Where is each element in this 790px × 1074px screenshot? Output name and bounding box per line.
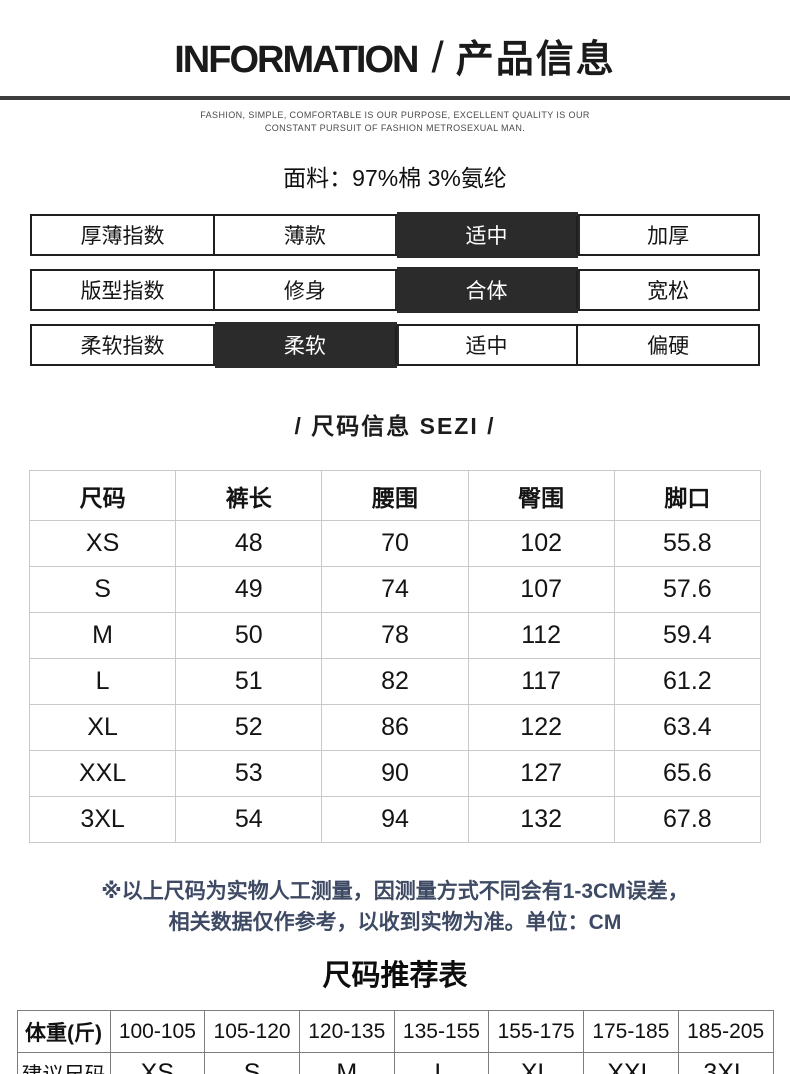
attr-row-label: 厚薄指数 — [32, 216, 215, 254]
page-title: INFORMATION / 产品信息 — [0, 0, 790, 92]
weight-range-cell: 135-155 — [393, 1010, 490, 1053]
recommend-size-row: 建议尺码 XS S M L XL XXL 3XL — [16, 1052, 774, 1074]
title-divider-slash: / — [431, 33, 444, 82]
recommend-weight-row: 体重(斤) 100-105 105-120 120-135 135-155 15… — [16, 1010, 774, 1053]
size-cell: S — [28, 566, 177, 613]
size-cell: 61.2 — [613, 658, 762, 705]
size-cell: 132 — [467, 796, 615, 843]
size-cell: 63.4 — [613, 704, 762, 751]
title-english: INFORMATION — [174, 39, 419, 81]
size-col-header: 裤长 — [175, 470, 323, 521]
size-cell: 122 — [467, 704, 615, 751]
size-table-header-row: 尺码 裤长 腰围 臀围 脚口 — [28, 470, 762, 521]
size-col-header: 腰围 — [321, 470, 469, 521]
size-table-row-s: S 49 74 107 57.6 — [28, 566, 762, 613]
size-cell: L — [28, 658, 177, 705]
size-table-row-3xl: 3XL 54 94 132 67.8 — [28, 796, 762, 843]
attr-option: 适中 — [397, 326, 579, 364]
tagline-line-1: FASHION, SIMPLE, COMFORTABLE IS OUR PURP… — [200, 110, 590, 120]
attribute-index-rows: 厚薄指数 薄款 适中 加厚 版型指数 修身 合体 宽松 柔软指数 柔软 适中 偏… — [30, 214, 760, 366]
attr-option: 薄款 — [215, 216, 397, 254]
tagline-line-2: CONSTANT PURSUIT OF FASHION METROSEXUAL … — [264, 123, 526, 133]
size-table-row-xxl: XXL 53 90 127 65.6 — [28, 750, 762, 797]
weight-range-cell: 100-105 — [109, 1010, 206, 1053]
recommend-weight-label: 体重(斤) — [16, 1010, 111, 1053]
size-col-header: 尺码 — [28, 470, 177, 521]
size-cell: 78 — [321, 612, 469, 659]
weight-range-cell: 175-185 — [583, 1010, 679, 1053]
size-cell: 70 — [321, 520, 469, 567]
attr-option-selected: 柔软 — [215, 326, 397, 364]
size-table-row-xs: XS 48 70 102 55.8 — [28, 520, 762, 567]
size-cell: 65.6 — [613, 750, 762, 797]
recommend-size-cell: XS — [109, 1052, 206, 1074]
attr-option: 宽松 — [647, 280, 690, 303]
attr-row-fit: 版型指数 修身 合体 宽松 — [30, 269, 760, 311]
attr-row-softness: 柔软指数 柔软 适中 偏硬 — [30, 324, 760, 366]
size-cell: 53 — [175, 750, 323, 797]
measurement-note-line-1: ※以上尺码为实物人工测量，因测量方式不同会有1-3CM误差， — [101, 880, 689, 903]
recommend-size-cell: 3XL — [677, 1052, 774, 1074]
weight-range-cell: 105-120 — [204, 1010, 300, 1053]
size-col-header: 臀围 — [467, 470, 615, 521]
attr-option: 修身 — [215, 271, 397, 309]
size-cell: 112 — [467, 612, 615, 659]
size-cell: XS — [28, 520, 177, 567]
size-cell: 59.4 — [613, 612, 762, 659]
size-cell: M — [28, 612, 177, 659]
size-cell: 67.8 — [613, 796, 762, 843]
size-cell: 127 — [467, 750, 615, 797]
recommend-size-cell: M — [298, 1052, 395, 1074]
attr-option: 偏硬 — [647, 335, 690, 358]
brand-tagline: FASHION, SIMPLE, COMFORTABLE IS OUR PURP… — [0, 109, 790, 135]
recommend-size-cell: L — [393, 1052, 490, 1074]
size-cell: 102 — [467, 520, 615, 567]
recommend-size-label: 建议尺码 — [16, 1052, 111, 1074]
title-chinese: 产品信息 — [455, 39, 616, 81]
size-cell: 51 — [175, 658, 323, 705]
attr-option: 加厚 — [647, 225, 690, 248]
size-cell: 3XL — [28, 796, 177, 843]
recommend-table-heading: 尺码推荐表 — [322, 960, 468, 992]
attr-option-selected: 合体 — [396, 271, 579, 309]
weight-range-cell: 120-135 — [298, 1010, 395, 1053]
measurement-note-line-2: 相关数据仅作参考，以收到实物为准。单位：CM — [168, 911, 622, 934]
size-table-row-m: M 50 78 112 59.4 — [28, 612, 762, 659]
header-divider-rule — [0, 96, 790, 100]
size-cell: 54 — [175, 796, 323, 843]
size-cell: 82 — [321, 658, 469, 705]
size-recommend-table: 体重(斤) 100-105 105-120 120-135 135-155 15… — [16, 1010, 774, 1074]
size-cell: 94 — [321, 796, 469, 843]
measurement-note: ※以上尺码为实物人工测量，因测量方式不同会有1-3CM误差， 相关数据仅作参考，… — [0, 876, 790, 938]
fabric-spec: 面料：97%棉 3%氨纶 — [283, 165, 507, 191]
size-col-header: 脚口 — [613, 470, 762, 521]
size-section-heading: / 尺码信息 SEZI / — [294, 413, 496, 439]
size-cell: 107 — [467, 566, 615, 613]
size-table-row-xl: XL 52 86 122 63.4 — [28, 704, 762, 751]
size-cell: XXL — [28, 750, 177, 797]
recommend-size-cell: XL — [488, 1052, 585, 1074]
size-table-row-l: L 51 82 117 61.2 — [28, 658, 762, 705]
recommend-size-cell: XXL — [583, 1052, 679, 1074]
attr-row-thickness: 厚薄指数 薄款 适中 加厚 — [30, 214, 760, 256]
size-table: 尺码 裤长 腰围 臀围 脚口 XS 48 70 102 55.8 S 49 74… — [28, 470, 762, 843]
size-cell: 52 — [175, 704, 323, 751]
size-cell: 74 — [321, 566, 469, 613]
size-cell: 57.6 — [613, 566, 762, 613]
size-cell: 48 — [175, 520, 323, 567]
weight-range-cell: 185-205 — [677, 1010, 774, 1053]
size-cell: 117 — [467, 658, 615, 705]
size-cell: 86 — [321, 704, 469, 751]
size-cell: XL — [28, 704, 177, 751]
attr-option-selected: 适中 — [396, 216, 579, 254]
size-cell: 55.8 — [613, 520, 762, 567]
weight-range-cell: 155-175 — [488, 1010, 585, 1053]
size-cell: 90 — [321, 750, 469, 797]
size-cell: 50 — [175, 612, 323, 659]
attr-row-label: 柔软指数 — [32, 326, 215, 364]
recommend-size-cell: S — [204, 1052, 300, 1074]
size-cell: 49 — [175, 566, 323, 613]
attr-row-label: 版型指数 — [32, 271, 215, 309]
